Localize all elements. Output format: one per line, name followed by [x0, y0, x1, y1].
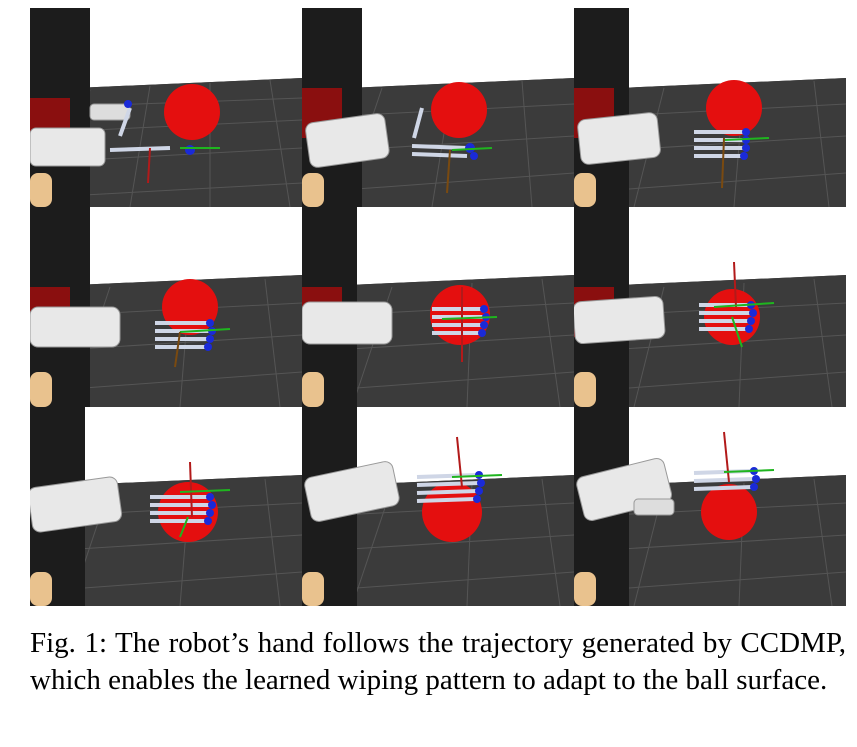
panel-9 [574, 407, 846, 606]
figure-grid [30, 8, 846, 606]
panel-7-image [30, 407, 302, 606]
figure-caption: Fig. 1: The robot’s hand follows the tra… [30, 627, 846, 696]
panel-1 [30, 8, 302, 207]
panel-8 [302, 407, 574, 606]
panel-6 [574, 207, 846, 407]
panel-2 [302, 8, 574, 207]
panel-3-image [574, 8, 846, 207]
panel-9-image [574, 407, 846, 606]
panel-6-image [574, 207, 846, 407]
panel-7 [30, 407, 302, 606]
panel-1-image [30, 8, 302, 207]
panel-3 [574, 8, 846, 207]
panel-4 [30, 207, 302, 407]
panel-5 [302, 207, 574, 407]
panel-4-image [30, 207, 302, 407]
panel-5-image [302, 207, 574, 407]
panel-8-image [302, 407, 574, 606]
panel-2-image [302, 8, 574, 207]
